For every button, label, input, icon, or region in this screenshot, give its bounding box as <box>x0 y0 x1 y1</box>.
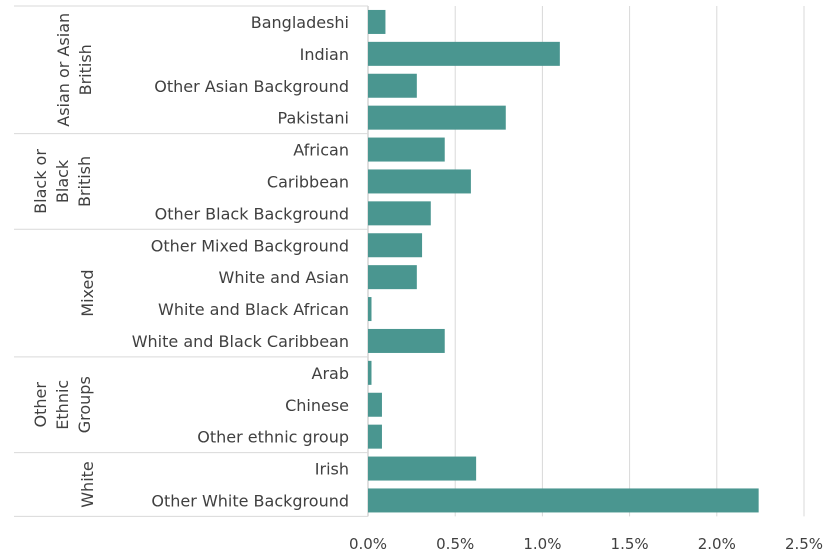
group-label-line: Black <box>53 159 72 203</box>
bar <box>368 137 445 162</box>
x-tick-label: 1.0% <box>523 535 561 553</box>
category-label: Caribbean <box>267 172 349 191</box>
gridlines <box>367 6 805 517</box>
category-label: Other Mixed Background <box>151 236 349 255</box>
group-label-line: British <box>76 44 95 95</box>
group-label: White <box>78 461 97 508</box>
group-separators <box>14 5 368 517</box>
bar <box>368 105 506 130</box>
group-label-line: Other <box>31 382 50 428</box>
category-label: White and Black Caribbean <box>132 332 349 351</box>
group-label: Asian or Asian British <box>54 13 95 127</box>
category-label: Other Black Background <box>155 204 349 223</box>
group-label-line: Asian or Asian <box>54 13 73 127</box>
bar <box>368 233 423 258</box>
category-label: Other Asian Background <box>154 77 349 96</box>
group-label-line: Groups <box>75 376 94 433</box>
x-tick-label: 0.0% <box>349 535 387 553</box>
bar <box>368 328 445 353</box>
group-label: Black or Black British <box>31 149 94 214</box>
bar <box>368 169 471 194</box>
bar <box>368 488 759 513</box>
bar <box>368 424 382 449</box>
bar <box>368 9 386 34</box>
category-label: Chinese <box>285 396 349 415</box>
group-label: Mixed <box>78 269 97 316</box>
group-label-line: British <box>75 156 94 207</box>
bar <box>368 360 372 385</box>
x-axis-ticks: 0.0% 0.5% 1.0% 1.5% 2.0% 2.5% <box>349 535 823 553</box>
bar <box>368 392 382 417</box>
bar <box>368 456 477 481</box>
bar <box>368 41 560 66</box>
group-label-line: Black or <box>31 149 50 214</box>
bar <box>368 265 417 290</box>
category-label: Other ethnic group <box>197 428 349 447</box>
bar <box>368 73 417 98</box>
group-label-line: Ethnic <box>53 380 72 430</box>
group-label: Other Ethnic Groups <box>31 376 94 433</box>
group-label-line: Mixed <box>78 269 97 316</box>
category-label: Other White Background <box>151 491 349 510</box>
bar <box>368 297 372 322</box>
group-label-line: White <box>78 461 97 508</box>
x-tick-label: 2.5% <box>785 535 823 553</box>
category-labels: Bangladeshi Indian Other Asian Background P… <box>132 13 349 511</box>
x-tick-label: 1.5% <box>611 535 649 553</box>
category-label: White and Black African <box>158 300 349 319</box>
category-label: Irish <box>315 460 349 479</box>
category-label: Indian <box>300 45 349 64</box>
x-tick-label: 2.0% <box>698 535 736 553</box>
category-label: African <box>293 141 349 160</box>
category-label: White and Asian <box>219 268 349 287</box>
category-label: Pakistani <box>278 109 349 128</box>
bars <box>368 9 759 513</box>
bar <box>368 201 431 226</box>
x-tick-label: 0.5% <box>436 535 474 553</box>
category-label: Bangladeshi <box>251 13 349 32</box>
category-label: Arab <box>312 364 349 383</box>
